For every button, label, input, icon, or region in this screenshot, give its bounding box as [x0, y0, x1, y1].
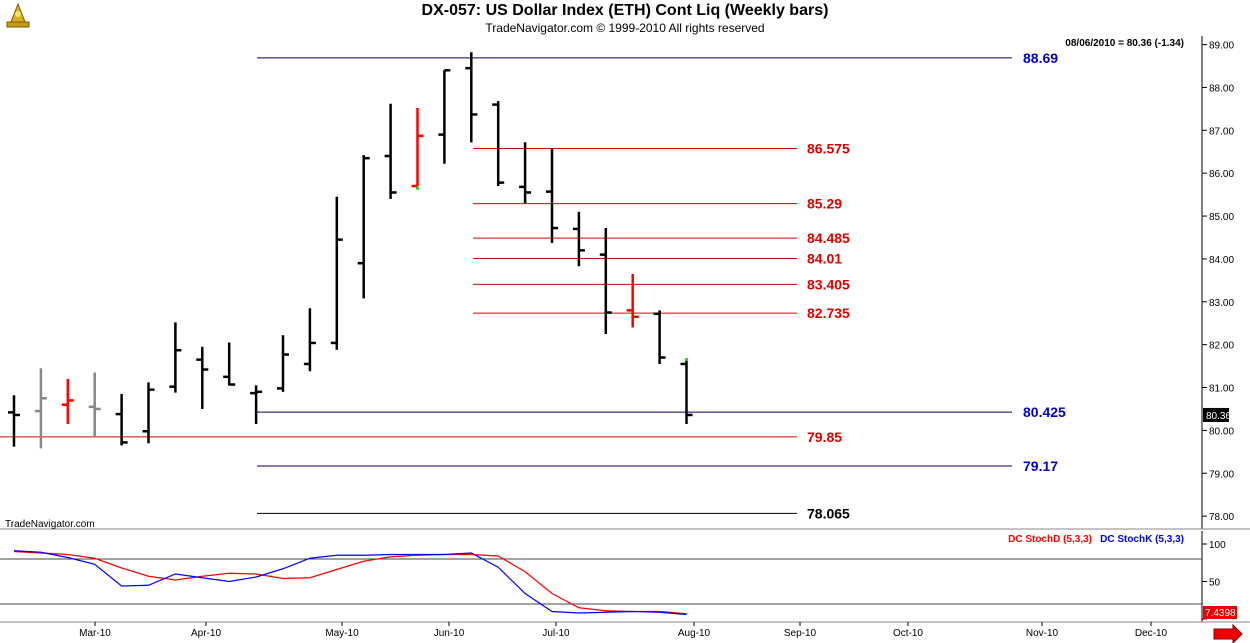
ohlc-bar: [599, 228, 612, 334]
bar-marker: [685, 358, 688, 362]
bar-marker: [416, 186, 419, 190]
x-tick-label: Dec-10: [1135, 628, 1168, 639]
ohlc-bar: [546, 148, 558, 244]
price-tick-label: 88.00: [1209, 83, 1234, 94]
stoch-last-group: 7.4398: [1203, 606, 1237, 619]
stoch-tick-label: 50: [1209, 578, 1221, 589]
last-price-group: 80.36: [1203, 407, 1231, 422]
level-label: 85.29: [807, 196, 842, 212]
last-quote-label: 08/06/2010 = 80.36 (-1.34): [1065, 38, 1184, 49]
bars-group: [8, 52, 693, 449]
ohlc-bar: [680, 359, 693, 424]
ohlc-bar: [519, 142, 532, 204]
trade-navigator-logo-icon: [3, 2, 33, 32]
ohlc-bar: [8, 395, 20, 447]
ohlc-bar: [142, 382, 155, 444]
watermark-label: TradeNavigator.com: [5, 519, 95, 530]
levels-group: 88.69 86.575 85.29 84.485 84.01 83.405 82.735 8…: [0, 50, 1066, 521]
level-label: 79.85: [807, 429, 842, 445]
x-tick-label: Jun-10: [434, 628, 465, 639]
x-tick-label: Jul-10: [542, 628, 570, 639]
ohlc-bar: [169, 322, 182, 393]
ohlc-bar: [438, 69, 451, 164]
ohlc-bar: [115, 393, 128, 446]
level-label: 82.735: [807, 305, 850, 321]
x-ticks-group: Mar-10 Apr-10 May-10 Jun-10 Jul-10 Aug-10 Sep-…: [79, 622, 1168, 639]
price-tick-label: 80.00: [1209, 426, 1234, 437]
level-label: 78.065: [807, 505, 850, 521]
ohlc-bar: [330, 196, 343, 350]
x-tick-label: Aug-10: [678, 628, 711, 639]
last-price-box: [1203, 407, 1229, 422]
level-label: 80.425: [1023, 404, 1066, 420]
scroll-right-arrow-icon[interactable]: [1213, 623, 1243, 643]
ohlc-bar: [626, 273, 639, 328]
price-tick-label: 86.00: [1209, 169, 1234, 180]
ohlc-bar: [357, 155, 370, 299]
ohlc-bar: [223, 342, 236, 386]
stoch-guides-group: [0, 558, 1202, 605]
stoch-legend-k: DC StochK (5,3,3): [1100, 534, 1184, 545]
ohlc-bar: [303, 308, 316, 372]
ohlc-bar: [384, 103, 397, 199]
price-tick-label: 79.00: [1209, 469, 1234, 480]
level-label: 79.17: [1023, 458, 1058, 474]
price-tick-label: 82.00: [1209, 341, 1234, 352]
ohlc-bar: [572, 211, 585, 267]
price-tick-label: 78.00: [1209, 512, 1234, 523]
ohlc-bar: [250, 385, 263, 424]
stoch-legend-group: DC StochD (5,3,3) DC StochK (5,3,3): [1008, 534, 1184, 545]
stoch-lines-group: [13, 550, 687, 616]
price-tick-label: 84.00: [1209, 255, 1234, 266]
stoch-series-line: [13, 550, 687, 616]
ohlc-bar: [196, 346, 209, 409]
price-tick-label: 85.00: [1209, 212, 1234, 223]
level-label: 88.69: [1023, 50, 1058, 66]
stoch-last-label: 7.4398: [1205, 608, 1236, 619]
ohlc-bar: [277, 335, 289, 392]
x-tick-label: Oct-10: [893, 628, 923, 639]
x-tick-label: May-10: [325, 628, 359, 639]
x-tick-label: Mar-10: [79, 628, 111, 639]
stoch-panel: 100 50 DC StochD (5,3,3) DC StochK (5,3,3)…: [0, 531, 1250, 623]
chart-subtitle: TradeNavigator.com © 1999-2010 All right…: [485, 21, 765, 35]
price-tick-label: 89.00: [1209, 41, 1234, 52]
stoch-series-line: [13, 550, 687, 615]
ohlc-bar: [61, 378, 74, 424]
x-tick-label: Sep-10: [784, 628, 817, 639]
stoch-tick-label: 100: [1209, 540, 1226, 551]
ohlc-bar: [653, 310, 666, 364]
x-tick-label: Apr-10: [191, 628, 221, 639]
price-tick-label: 83.00: [1209, 298, 1234, 309]
stoch-last-box: [1203, 606, 1237, 619]
ohlc-bar: [465, 52, 478, 143]
ohlc-bar: [88, 372, 101, 437]
price-panel: 88.69 86.575 85.29 84.485 84.01 83.405 82.735 8…: [0, 36, 1250, 530]
level-label: 84.485: [807, 230, 850, 246]
price-tick-label: 81.00: [1209, 384, 1234, 395]
ohlc-bar: [411, 108, 424, 188]
level-label: 84.01: [807, 250, 842, 266]
last-price-label: 80.36: [1206, 411, 1231, 422]
level-label: 83.405: [807, 276, 850, 292]
x-tick-label: Nov-10: [1026, 628, 1059, 639]
price-tick-label: 87.00: [1209, 126, 1234, 137]
chart-title: DX-057: US Dollar Index (ETH) Cont Liq (…: [421, 2, 829, 19]
ohlc-bar: [492, 101, 505, 187]
stoch-legend-d: DC StochD (5,3,3): [1008, 534, 1092, 545]
price-ticks-group: 78.00 79.00 80.00 81.00 82.00 83.00 84.00 85.00…: [1202, 41, 1234, 523]
ohlc-bar: [34, 368, 47, 449]
level-label: 86.575: [807, 141, 850, 157]
